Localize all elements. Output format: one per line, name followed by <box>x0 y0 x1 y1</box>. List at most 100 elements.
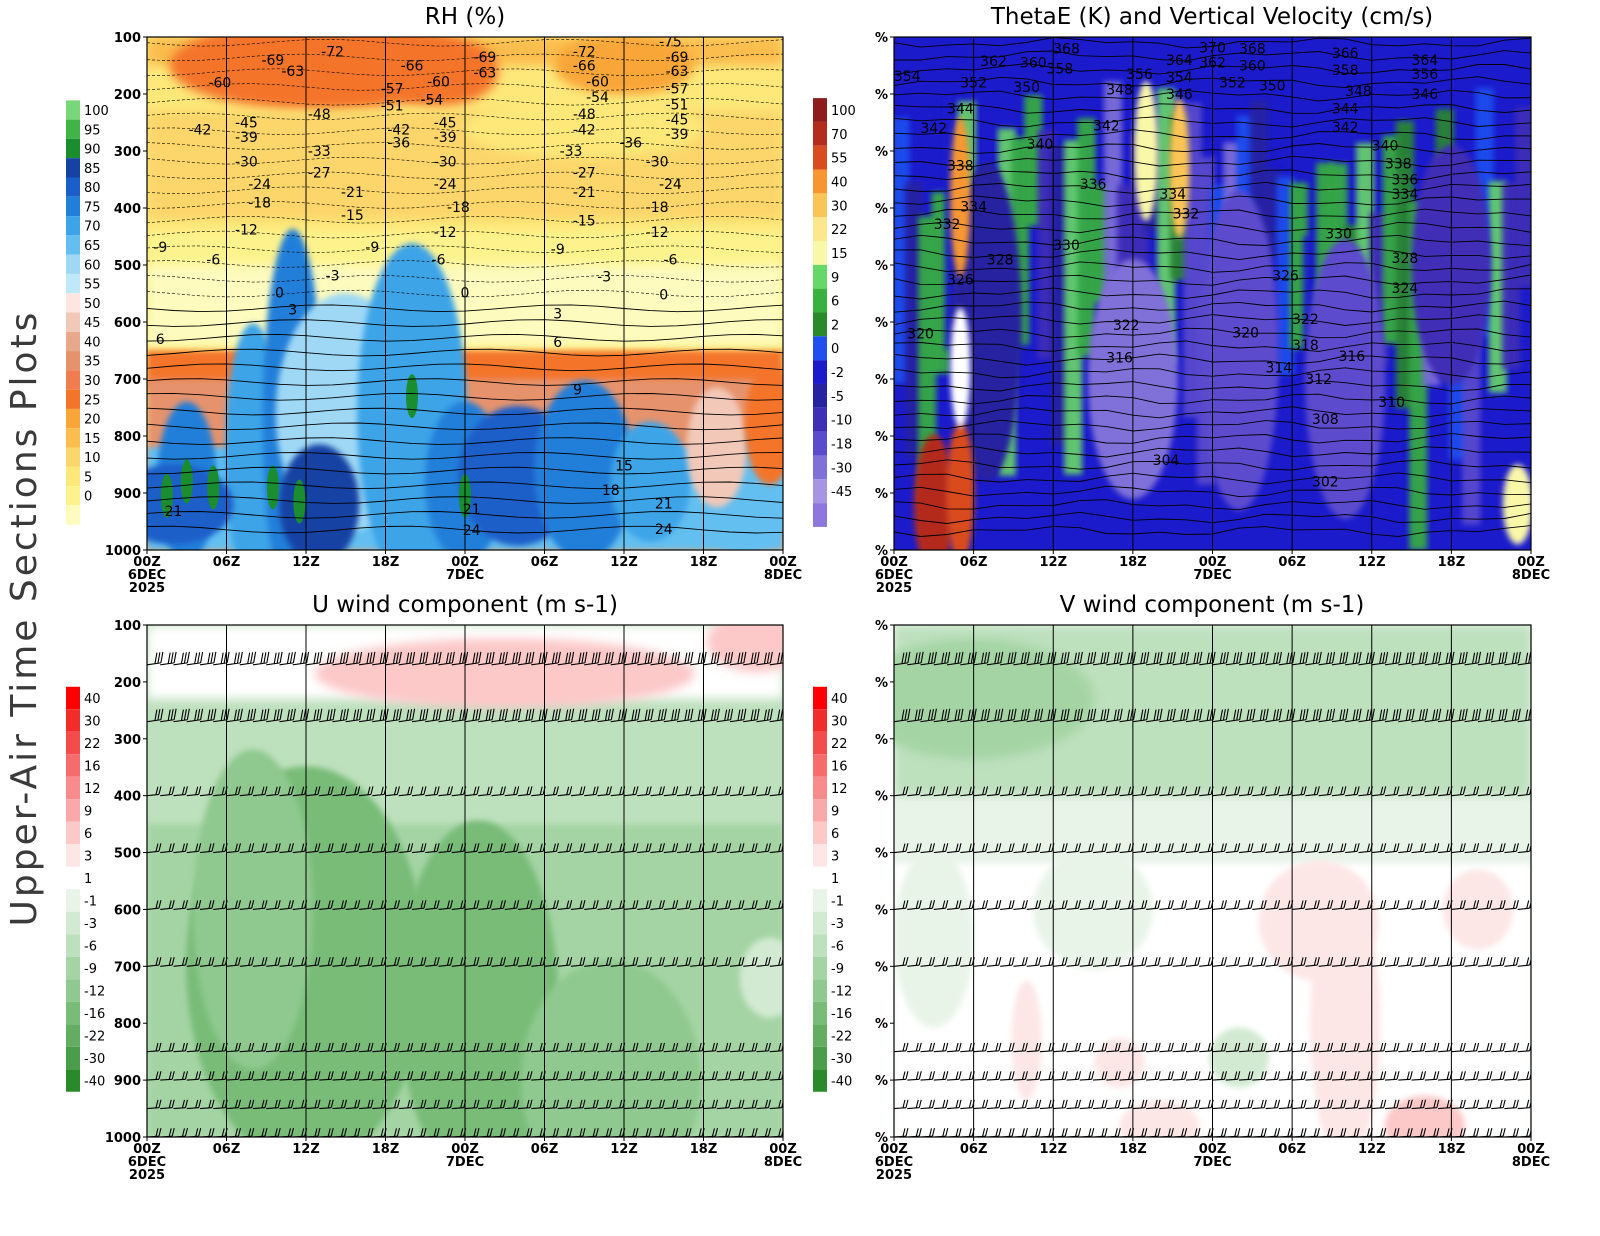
wind-barb-flag <box>287 1099 292 1109</box>
wind-barb-shaft <box>266 907 279 910</box>
wind-barb-shaft <box>947 964 960 967</box>
colorbar-swatch <box>66 273 80 294</box>
wind-barb-shaft <box>637 1107 650 1110</box>
wind-barb-flag <box>751 843 755 852</box>
wind-barb-flag <box>648 1042 652 1051</box>
wind-barb-shaft <box>1225 907 1238 910</box>
wind-barb-flag <box>184 1042 189 1051</box>
wind-barb-flag <box>208 900 212 909</box>
wind-barb-flag <box>210 652 214 664</box>
wind-barb-flag <box>968 843 972 852</box>
wind-barb-flag <box>1035 843 1039 852</box>
wind-barb-flag <box>1103 652 1107 664</box>
wind-barb-flag <box>393 1071 398 1080</box>
wind-barb-shaft <box>756 964 769 967</box>
wind-barb-flag <box>1339 709 1343 721</box>
wind-barb-shaft <box>1265 793 1278 797</box>
wind-barb-shaft <box>1331 907 1344 910</box>
wind-barb-flag <box>292 708 296 720</box>
wind-barb-flag <box>582 1042 586 1051</box>
wind-barb-shaft <box>769 793 782 797</box>
wind-barb-flag <box>1433 1071 1437 1080</box>
wind-barb-shaft <box>1278 1078 1291 1081</box>
colorbar-swatch <box>66 216 80 236</box>
wind-barb-flag <box>1066 708 1070 720</box>
wind-barb-shaft <box>319 719 334 723</box>
wind-barb-flag <box>168 957 172 966</box>
wind-barb-flag <box>354 1042 358 1052</box>
wind-barb-flag <box>516 1071 520 1080</box>
wind-barb-shaft <box>716 793 729 797</box>
wind-barb-shaft <box>1424 1078 1437 1081</box>
x-date-label: 2025 <box>129 1168 165 1183</box>
wind-barb-flag <box>579 900 583 909</box>
wind-barb-flag <box>955 1099 959 1109</box>
wind-barb-shaft <box>894 907 906 910</box>
wind-barb-shaft <box>491 1078 504 1081</box>
wind-barb-shaft <box>173 1050 186 1053</box>
wind-barb-flag <box>604 652 608 664</box>
y-tick-label: 500 <box>114 847 141 862</box>
wind-barb-shaft <box>729 719 744 723</box>
wind-barb-flag <box>410 1071 414 1080</box>
wind-barb-flag <box>501 709 505 721</box>
wind-barb-flag <box>289 652 293 664</box>
wind-barb-flag <box>1292 708 1296 720</box>
wind-barb-flag <box>942 1128 946 1137</box>
wind-barb-flag <box>306 651 310 663</box>
wind-barb-shaft <box>1530 1051 1531 1052</box>
wind-barb-shaft <box>438 1078 451 1081</box>
wind-barb-flag <box>529 956 533 966</box>
y-tick-label: 500 <box>114 259 141 274</box>
wind-barb-shaft <box>1464 850 1477 854</box>
colorbar-label: 6 <box>831 827 839 842</box>
wind-barb-flag <box>1422 900 1427 909</box>
wind-barb-flag <box>168 1071 172 1080</box>
wind-barb-flag <box>942 1042 946 1052</box>
wind-barb-shaft <box>782 852 783 853</box>
wind-barb-flag <box>1272 709 1277 721</box>
wind-barb-flag <box>1406 957 1410 966</box>
wind-barb-shaft <box>1477 1078 1490 1081</box>
wind-barb-shaft <box>1491 850 1504 854</box>
wind-barb-shaft <box>1106 719 1121 723</box>
wind-barb-shaft <box>610 662 625 666</box>
x-date-label: 6DEC <box>128 568 166 583</box>
wind-barb-flag <box>751 1042 755 1052</box>
wind-barb-flag <box>1340 957 1344 966</box>
wind-barb-shaft <box>491 719 506 723</box>
wind-barb-flag <box>795 957 797 965</box>
wind-barb-shaft <box>266 1107 279 1110</box>
wind-barb-shaft <box>650 662 665 666</box>
wind-barb-flag <box>433 900 437 909</box>
wind-barb-flag <box>357 1042 361 1051</box>
wind-barb-flag <box>1343 900 1347 909</box>
x-date-label: 2025 <box>876 581 912 596</box>
wind-barb-flag <box>955 786 959 795</box>
wind-barb-flag <box>251 1042 255 1051</box>
y-tick-label: % <box>875 145 888 160</box>
wind-barb-shaft <box>610 850 623 854</box>
wind-barb-flag <box>697 652 701 664</box>
wind-barb-flag <box>645 1042 649 1052</box>
wind-barb-flag <box>1302 652 1306 664</box>
wind-barb-flag <box>1194 1099 1198 1109</box>
wind-barb-shaft <box>531 662 546 666</box>
wind-barb-shaft <box>1305 1078 1318 1081</box>
wind-barb-flag <box>1207 786 1211 795</box>
y-tick-label: % <box>875 1131 888 1146</box>
wind-barb-flag <box>208 957 212 966</box>
y-tick-label: % <box>875 903 888 918</box>
wind-barb-flag <box>711 1128 716 1137</box>
wind-barb-flag <box>301 1071 305 1080</box>
colorbar-swatch <box>66 312 80 332</box>
wind-barb-flag <box>396 1099 401 1108</box>
wind-barb-flag <box>730 708 734 720</box>
contour-label: -39 <box>434 130 457 146</box>
wind-barb-shaft <box>907 793 920 797</box>
wind-barb-flag <box>356 709 360 721</box>
wind-barb-flag <box>195 1071 199 1080</box>
wind-barb-shaft <box>517 1107 531 1110</box>
wind-barb-flag <box>526 957 530 966</box>
wind-barb-flag <box>1342 652 1346 664</box>
